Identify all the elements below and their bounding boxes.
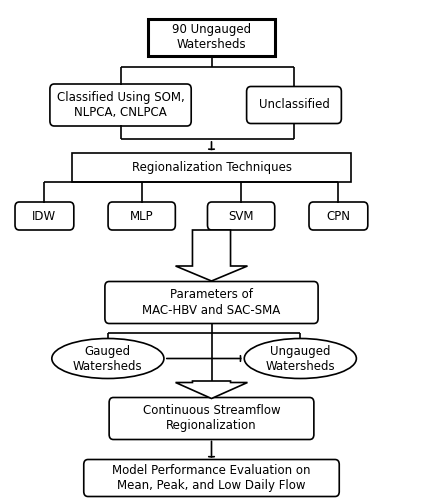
Text: IDW: IDW bbox=[32, 210, 57, 222]
Text: Regionalization Techniques: Regionalization Techniques bbox=[132, 161, 291, 174]
Text: MLP: MLP bbox=[130, 210, 154, 222]
Ellipse shape bbox=[244, 338, 356, 378]
Text: Continuous Streamflow
Regionalization: Continuous Streamflow Regionalization bbox=[143, 404, 280, 432]
Polygon shape bbox=[176, 381, 247, 398]
Text: Gauged
Watersheds: Gauged Watersheds bbox=[73, 344, 143, 372]
FancyBboxPatch shape bbox=[309, 202, 368, 230]
Text: 90 Ungauged
Watersheds: 90 Ungauged Watersheds bbox=[172, 24, 251, 52]
FancyBboxPatch shape bbox=[207, 202, 275, 230]
FancyBboxPatch shape bbox=[148, 18, 275, 56]
FancyBboxPatch shape bbox=[108, 202, 175, 230]
Text: SVM: SVM bbox=[228, 210, 254, 222]
FancyBboxPatch shape bbox=[247, 86, 341, 124]
FancyBboxPatch shape bbox=[105, 282, 318, 324]
Text: Parameters of
MAC-HBV and SAC-SMA: Parameters of MAC-HBV and SAC-SMA bbox=[143, 288, 280, 316]
FancyBboxPatch shape bbox=[109, 398, 314, 440]
Text: Ungauged
Watersheds: Ungauged Watersheds bbox=[266, 344, 335, 372]
Polygon shape bbox=[176, 230, 247, 281]
FancyBboxPatch shape bbox=[15, 202, 74, 230]
FancyBboxPatch shape bbox=[72, 153, 351, 182]
FancyBboxPatch shape bbox=[50, 84, 191, 126]
Text: Classified Using SOM,
NLPCA, CNLPCA: Classified Using SOM, NLPCA, CNLPCA bbox=[57, 91, 184, 119]
Ellipse shape bbox=[52, 338, 164, 378]
Text: Model Performance Evaluation on
Mean, Peak, and Low Daily Flow: Model Performance Evaluation on Mean, Pe… bbox=[112, 464, 311, 492]
Text: CPN: CPN bbox=[327, 210, 350, 222]
Text: Unclassified: Unclassified bbox=[258, 98, 330, 112]
FancyBboxPatch shape bbox=[84, 460, 339, 496]
